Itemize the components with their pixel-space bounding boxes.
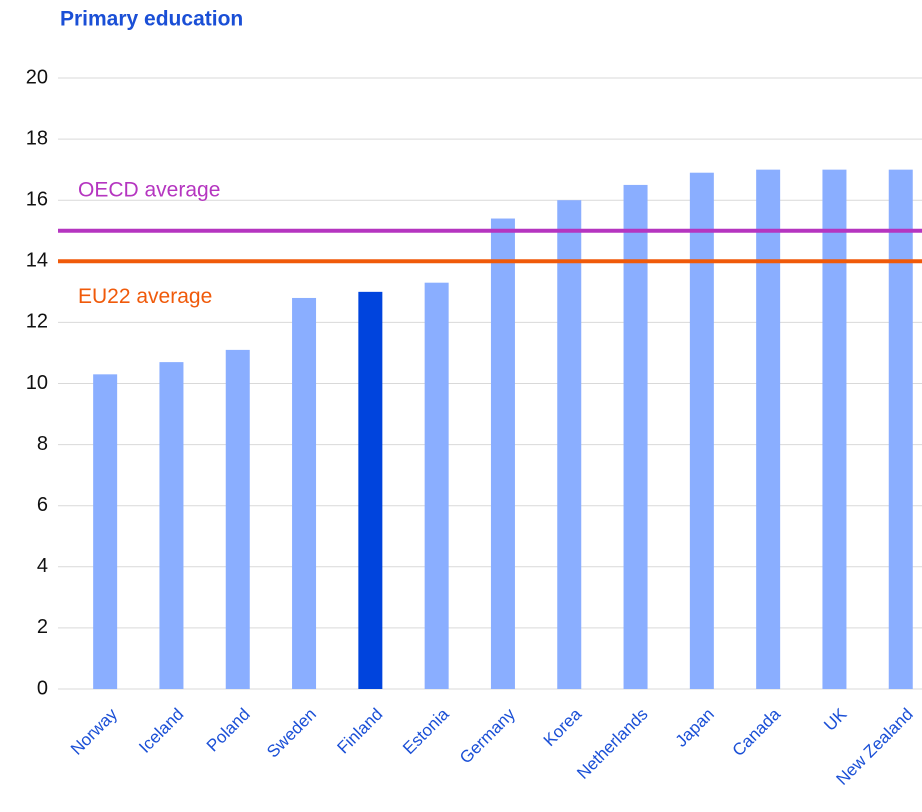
x-tick-label: Norway	[67, 704, 122, 759]
chart-title: Primary education	[60, 8, 243, 31]
y-tick-label: 14	[26, 250, 48, 272]
bar	[159, 362, 184, 689]
x-tick-label: Finland	[333, 705, 386, 758]
bar	[888, 169, 913, 689]
x-tick-label: Canada	[729, 704, 785, 760]
bar	[756, 169, 781, 689]
bar	[557, 200, 582, 689]
x-tick-label: Estonia	[399, 704, 453, 758]
bar	[93, 374, 118, 689]
y-tick-label: 0	[37, 677, 48, 699]
bar	[424, 282, 449, 689]
bar	[225, 349, 250, 689]
bar	[623, 184, 648, 690]
x-tick-label: Iceland	[135, 705, 187, 757]
y-tick-label: 16	[26, 188, 48, 210]
x-tick-label: Netherlands	[573, 705, 651, 783]
bar	[292, 297, 317, 689]
x-tick-label: Korea	[540, 704, 586, 750]
y-tick-label: 18	[26, 127, 48, 149]
bar	[689, 172, 714, 689]
y-tick-label: 4	[37, 555, 48, 577]
reference-label: EU22 average	[78, 285, 212, 308]
x-tick-label: UK	[820, 704, 851, 735]
reference-label: OECD average	[78, 178, 220, 201]
bar	[490, 218, 515, 689]
x-tick-label: Sweden	[263, 705, 320, 762]
x-tick-label: Japan	[672, 705, 718, 751]
bar	[822, 169, 847, 689]
y-tick-label: 12	[26, 311, 48, 333]
x-tick-label: Poland	[203, 705, 254, 756]
bar	[358, 291, 383, 689]
y-tick-label: 6	[37, 494, 48, 516]
y-tick-label: 20	[26, 66, 48, 88]
y-tick-label: 10	[26, 372, 48, 394]
x-tick-label: Germany	[456, 704, 519, 767]
y-tick-label: 2	[37, 616, 48, 638]
y-tick-label: 8	[37, 433, 48, 455]
